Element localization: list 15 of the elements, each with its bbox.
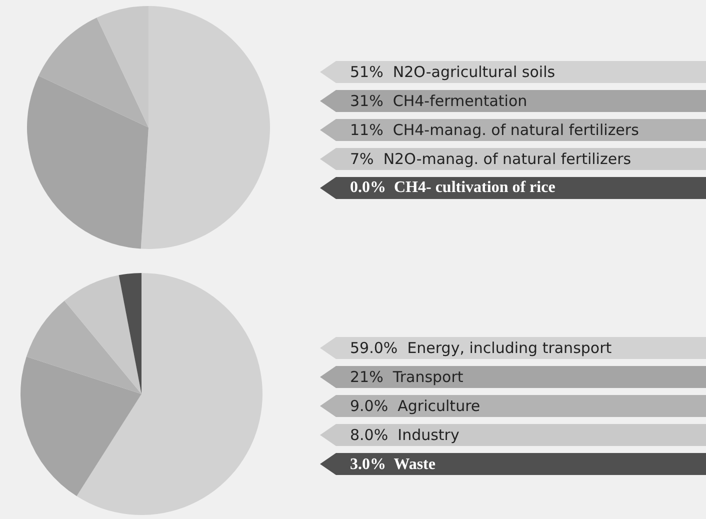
legend-label: 3.0% Waste bbox=[350, 456, 436, 473]
legend-label: 51% N2O-agricultural soils bbox=[350, 63, 556, 81]
legend-label: 59.0% Energy, including transport bbox=[350, 339, 612, 357]
pie-slice bbox=[26, 300, 142, 394]
pie-slice bbox=[118, 273, 142, 394]
pie-slice bbox=[27, 76, 148, 249]
legend-label: 31% CH4-fermentation bbox=[350, 92, 528, 110]
legend-label: 8.0% Industry bbox=[350, 426, 460, 444]
legend-label: 7% N2O-manag. of natural fertilizers bbox=[350, 150, 632, 168]
legend-label: 21% Transport bbox=[350, 368, 464, 386]
pie-slice bbox=[20, 356, 142, 496]
legend-label: 11% CH4-manag. of natural fertilizers bbox=[350, 121, 640, 139]
legend-label: 0.0% CH4- cultivation of rice bbox=[350, 179, 556, 196]
pie-slice bbox=[38, 18, 148, 128]
legend-label: 9.0% Agriculture bbox=[350, 397, 480, 415]
